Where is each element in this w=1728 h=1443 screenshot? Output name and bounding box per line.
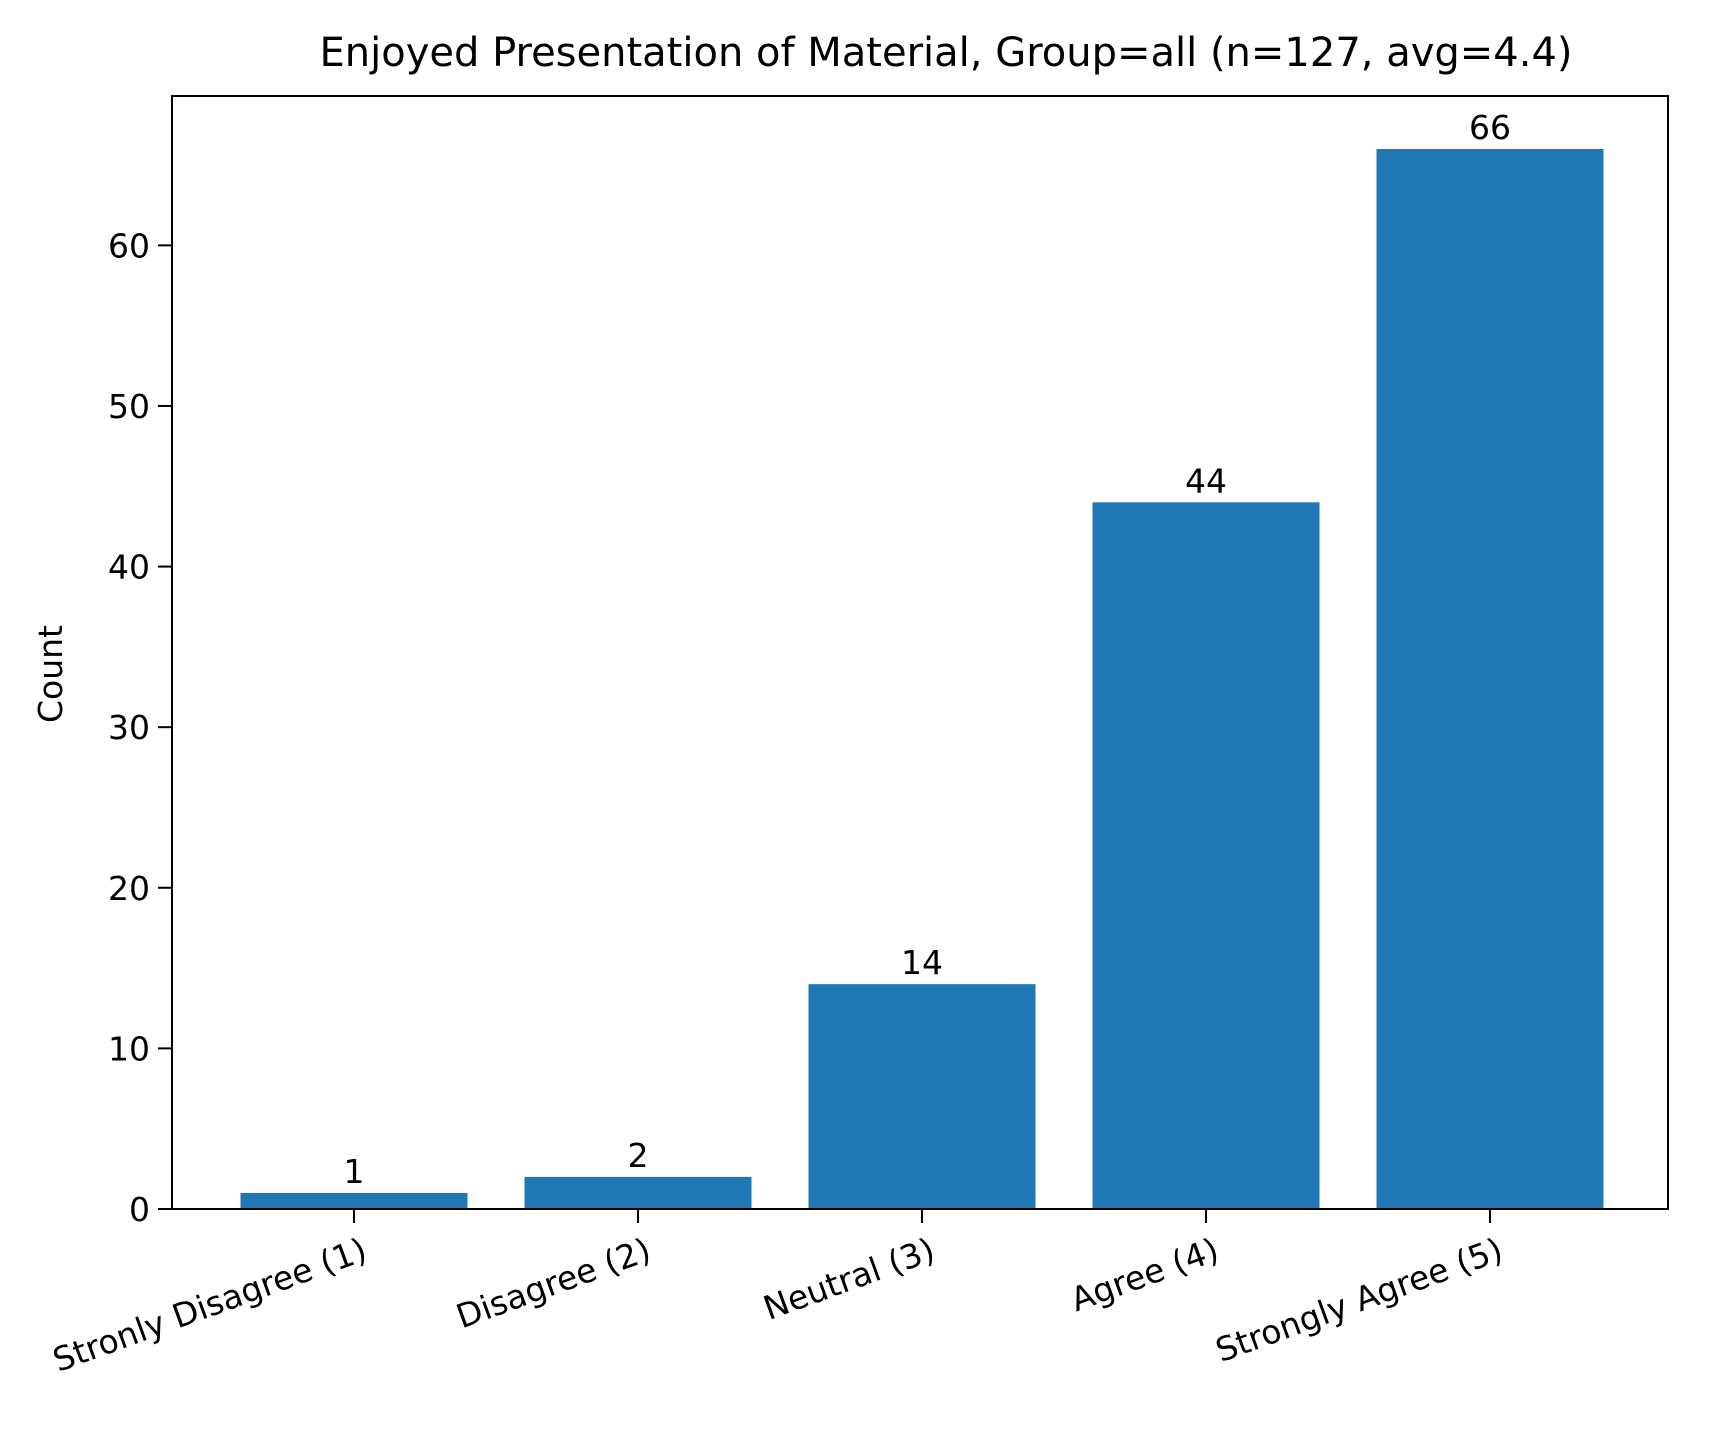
bar bbox=[524, 1176, 752, 1209]
bar bbox=[1376, 149, 1604, 1209]
y-tick-label: 40 bbox=[108, 548, 150, 587]
bar bbox=[1092, 502, 1320, 1209]
bar-value-label: 66 bbox=[1469, 108, 1511, 147]
bar-value-label: 2 bbox=[628, 1136, 649, 1175]
y-tick-label: 60 bbox=[108, 226, 150, 265]
y-tick-label: 50 bbox=[108, 387, 150, 426]
bar-value-label: 14 bbox=[901, 943, 943, 982]
plot-area-frame bbox=[171, 95, 1669, 1210]
bars-group bbox=[240, 149, 1604, 1209]
y-tick-label: 10 bbox=[108, 1029, 150, 1068]
y-tick-label: 0 bbox=[129, 1190, 150, 1229]
bar bbox=[240, 1192, 468, 1209]
y-tick-label: 30 bbox=[108, 708, 150, 747]
y-axis: 0 10 20 30 40 50 60 bbox=[108, 226, 172, 1229]
y-axis-label: Count bbox=[31, 625, 70, 723]
bar-value-label: 44 bbox=[1185, 461, 1227, 500]
bar-value-label: 1 bbox=[344, 1152, 365, 1191]
bar bbox=[808, 984, 1036, 1209]
chart-title: Enjoyed Presentation of Material, Group=… bbox=[319, 30, 1572, 76]
data-labels-group: 1 2 14 44 66 bbox=[344, 108, 1512, 1191]
y-tick-label: 20 bbox=[108, 869, 150, 908]
